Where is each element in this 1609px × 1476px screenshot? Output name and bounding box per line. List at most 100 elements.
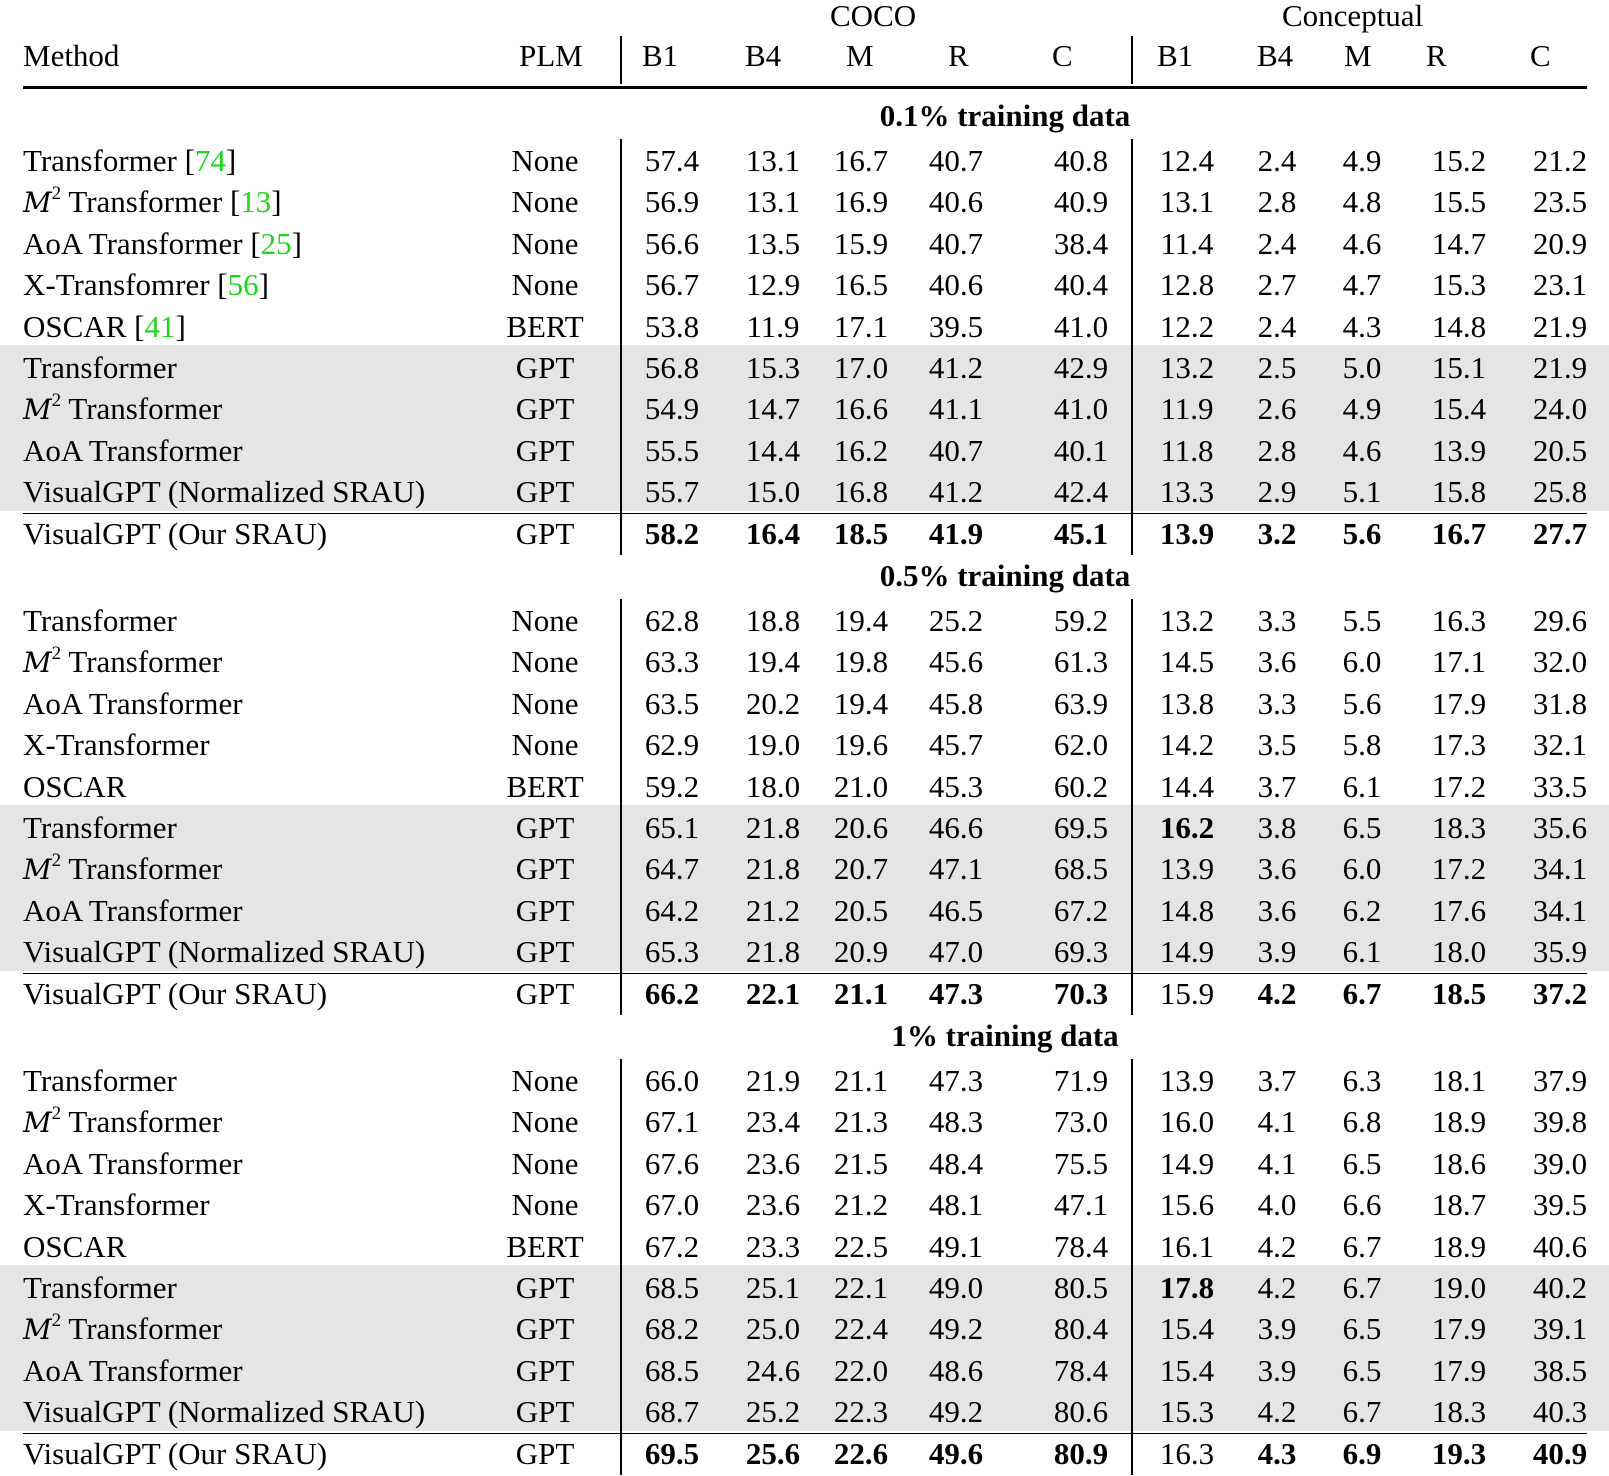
metric-cell: 17.9 [1431, 1352, 1487, 1388]
metric-cell: 6.5 [1342, 1352, 1382, 1388]
metric-cell: 68.5 [644, 1270, 700, 1305]
metric-cell: 4.7 [1342, 267, 1382, 303]
metric-cell: 4.3 [1342, 308, 1382, 344]
metric-cell: 3.3 [1257, 685, 1297, 721]
metric-cell: 14.9 [1159, 1145, 1215, 1181]
citation-link[interactable]: 74 [194, 143, 226, 178]
metric-cell: 5.8 [1342, 727, 1382, 763]
metric-cell: 4.9 [1342, 391, 1382, 427]
metric-cell: 21.1 [833, 1063, 889, 1098]
citation-link[interactable]: 41 [144, 308, 176, 344]
metric-cell: 65.1 [644, 810, 700, 845]
metric-cell: 41.1 [928, 391, 984, 427]
plm-cell: None [511, 184, 579, 220]
metric-cell: 16.9 [833, 184, 889, 220]
metric-cell: 16.4 [745, 515, 801, 551]
column-header-conceptual-b1: B1 [1157, 38, 1194, 73]
metric-cell: 48.6 [928, 1352, 984, 1388]
method-name: VisualGPT (Our SRAU) [23, 975, 328, 1011]
method-name: Transformer [23, 350, 177, 385]
metric-cell: 21.9 [745, 1063, 801, 1098]
citation-link[interactable]: 25 [260, 225, 292, 261]
metric-cell: 20.6 [833, 810, 889, 845]
metric-cell: 67.0 [644, 1187, 700, 1223]
column-header-method: Method [23, 38, 120, 73]
metric-cell: 49.1 [928, 1228, 984, 1264]
metric-cell: 15.6 [1159, 1187, 1215, 1223]
metric-cell: 40.1 [1053, 432, 1109, 468]
metric-cell: 13.1 [745, 184, 801, 220]
metric-cell: 2.8 [1257, 432, 1297, 468]
column-header-coco-r: R [948, 38, 969, 73]
metric-cell: 3.6 [1257, 644, 1297, 680]
metric-cell: 23.6 [745, 1187, 801, 1223]
method-name: Transformer [23, 143, 185, 178]
row-shade [0, 386, 1609, 429]
metric-cell: 49.2 [928, 1311, 984, 1347]
metric-cell: 34.1 [1532, 851, 1588, 887]
metric-cell: 67.2 [1053, 892, 1109, 928]
bracket: ] [258, 267, 269, 303]
row-shade [0, 1347, 1609, 1390]
plm-cell: GPT [515, 975, 575, 1011]
table-row-method: VisualGPT (Our SRAU) [23, 978, 327, 1009]
plm-cell: None [511, 727, 579, 763]
metric-cell: 2.8 [1257, 184, 1297, 220]
method-name: Transformer [61, 391, 223, 427]
metric-cell: 46.6 [928, 810, 984, 845]
method-name: AoA Transformer [23, 432, 243, 468]
metric-cell: 47.3 [928, 1063, 984, 1098]
plm-cell: BERT [506, 768, 584, 804]
plm-cell: GPT [515, 1352, 575, 1388]
table-row-method: Transformer [23, 605, 177, 636]
metric-cell: 3.9 [1257, 1352, 1297, 1388]
superscript: 2 [51, 390, 62, 412]
method-name: X-Transformer [23, 1187, 210, 1223]
metric-cell: 21.8 [745, 810, 801, 845]
plm-cell: None [511, 1104, 579, 1140]
metric-cell: 25.2 [928, 603, 984, 638]
method-name: VisualGPT (Normalized SRAU) [23, 1394, 426, 1430]
metric-cell: 54.9 [644, 391, 700, 427]
plm-cell: GPT [515, 1435, 575, 1471]
metric-cell: 6.8 [1342, 1104, 1382, 1140]
metric-cell: 14.8 [1431, 308, 1487, 344]
table-row-method: M2 Transformer [23, 644, 222, 677]
metric-cell: 15.3 [745, 350, 801, 385]
method-name: AoA Transformer [23, 892, 243, 928]
metric-cell: 4.2 [1257, 1270, 1297, 1305]
metric-cell: 64.7 [644, 851, 700, 887]
metric-cell: 4.3 [1257, 1435, 1297, 1471]
table-row-method: AoA Transformer [23, 1148, 243, 1179]
metric-cell: 11.9 [1160, 391, 1214, 427]
column-header-coco-b1: B1 [642, 38, 679, 73]
metric-cell: 15.0 [745, 474, 801, 510]
metric-cell: 12.8 [1159, 267, 1215, 303]
metric-cell: 2.4 [1257, 143, 1297, 178]
metric-cell: 20.7 [833, 851, 889, 887]
metric-cell: 35.6 [1532, 810, 1588, 845]
metric-cell: 56.9 [644, 184, 700, 220]
metric-cell: 40.3 [1532, 1394, 1588, 1430]
method-name: VisualGPT (Normalized SRAU) [23, 474, 426, 510]
metric-cell: 45.6 [928, 644, 984, 680]
metric-cell: 19.4 [833, 603, 889, 638]
method-name: OSCAR [23, 768, 127, 804]
metric-cell: 21.0 [833, 768, 889, 804]
plm-cell: GPT [515, 810, 575, 845]
bracket: [ [134, 308, 145, 344]
method-name: Transformer [23, 1063, 177, 1098]
metric-cell: 64.2 [644, 892, 700, 928]
metric-cell: 49.0 [928, 1270, 984, 1305]
metric-cell: 40.8 [1053, 143, 1109, 178]
metric-cell: 21.1 [833, 975, 889, 1011]
column-header-conceptual-r: R [1426, 38, 1447, 73]
metric-cell: 19.4 [745, 644, 801, 680]
citation-link[interactable]: 13 [240, 184, 272, 220]
metric-cell: 6.5 [1342, 810, 1382, 845]
metric-cell: 15.9 [1159, 975, 1215, 1011]
plm-cell: GPT [515, 892, 575, 928]
metric-cell: 80.4 [1053, 1311, 1109, 1347]
citation-link[interactable]: 56 [227, 267, 259, 303]
metric-cell: 13.8 [1159, 685, 1215, 721]
